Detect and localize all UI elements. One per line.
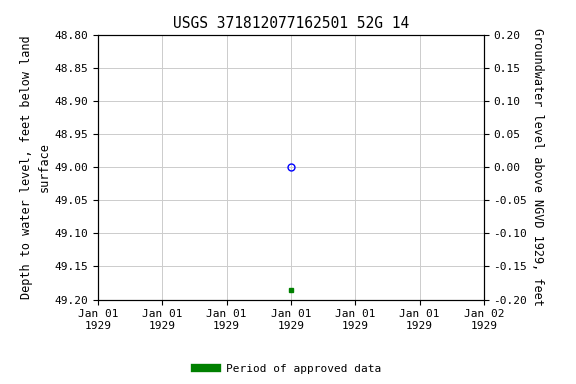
Y-axis label: Depth to water level, feet below land
surface: Depth to water level, feet below land su… bbox=[20, 35, 50, 299]
Y-axis label: Groundwater level above NGVD 1929, feet: Groundwater level above NGVD 1929, feet bbox=[532, 28, 544, 306]
Legend: Period of approved data: Period of approved data bbox=[191, 359, 385, 379]
Title: USGS 371812077162501 52G 14: USGS 371812077162501 52G 14 bbox=[173, 16, 409, 31]
